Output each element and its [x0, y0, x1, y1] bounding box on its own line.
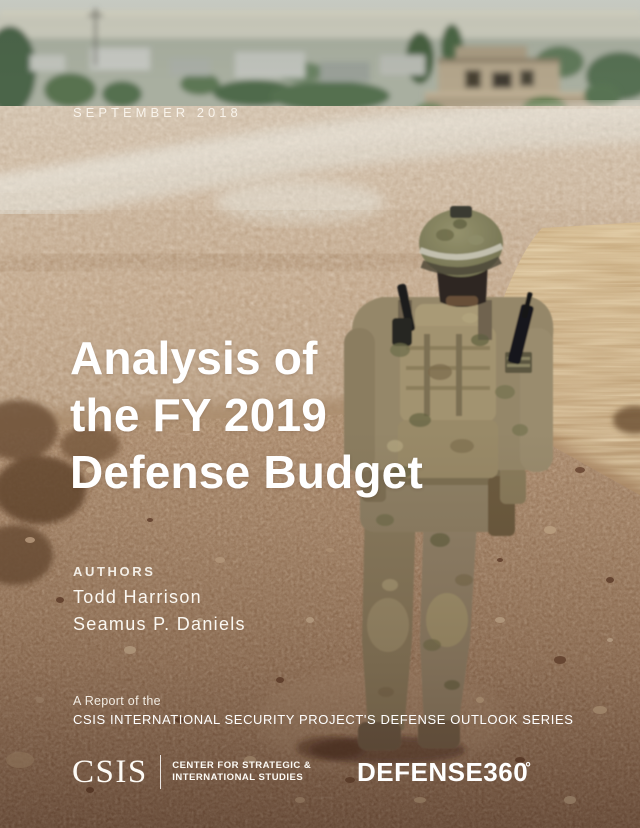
soldier-figure	[296, 206, 554, 764]
camouflage-pattern	[376, 219, 528, 697]
scattered-stones	[6, 427, 614, 804]
author-name-1: Todd Harrison	[73, 587, 202, 607]
author-name-2: Seamus P. Daniels	[73, 613, 246, 634]
csis-tagline: CENTER FOR STRATEGIC & INTERNATIONAL STU…	[172, 760, 311, 784]
defense360-wordmark: DEFENSE360	[357, 757, 529, 787]
cover-footer: CSIS CENTER FOR STRATEGIC & INTERNATIONA…	[0, 752, 640, 798]
publication-date: SEPTEMBER 2018	[73, 105, 242, 120]
report-title-line-1: Analysis of	[70, 332, 318, 384]
report-title-line-3: Defense Budget	[70, 446, 423, 498]
csis-tagline-line-1: CENTER FOR STRATEGIC &	[172, 760, 312, 771]
csis-wordmark: CSIS	[72, 754, 148, 790]
series-name: CSIS INTERNATIONAL SECURITY PROJECT'S DE…	[73, 712, 574, 727]
csis-tagline-line-2: INTERNATIONAL STUDIES	[172, 772, 304, 783]
defense360-logo: DEFENSE360°	[357, 757, 534, 788]
series-block: A Report of the CSIS INTERNATIONAL SECUR…	[73, 694, 574, 727]
authors-block: AUTHORS Todd Harrison Seamus P. Daniels	[73, 564, 246, 637]
report-title: Analysis of the FY 2019 Defense Budget	[70, 330, 423, 501]
defense360-degree-mark: °	[525, 759, 532, 775]
report-title-line-2: the FY 2019	[70, 389, 328, 441]
csis-logo: CSIS CENTER FOR STRATEGIC & INTERNATIONA…	[72, 754, 311, 790]
series-prefix: A Report of the	[73, 694, 161, 708]
authors-label: AUTHORS	[73, 564, 156, 579]
csis-logo-divider	[159, 755, 162, 789]
